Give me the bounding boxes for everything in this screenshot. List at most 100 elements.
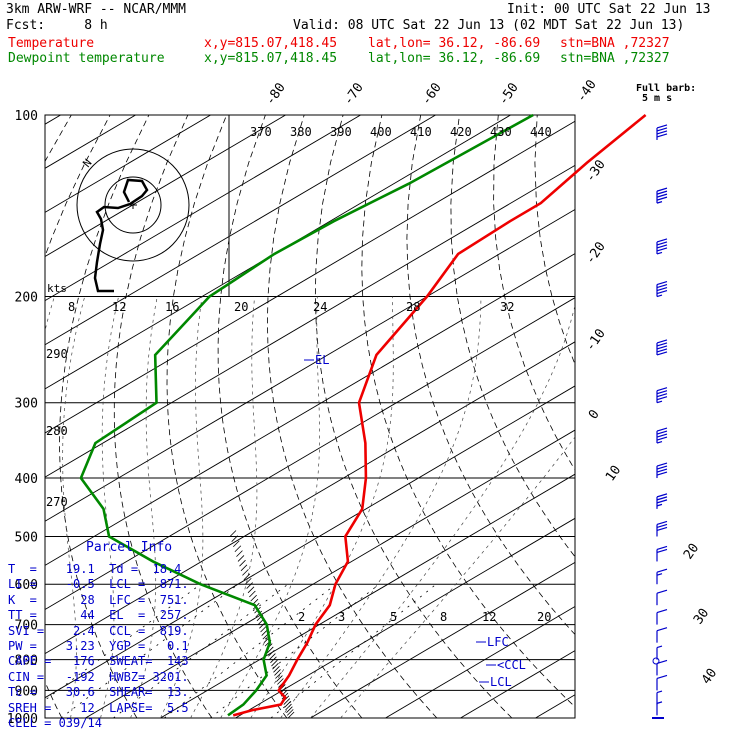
parcel-info-row: Tc = 30.6 SHEAR= 13.	[8, 685, 189, 700]
wind-barb	[656, 493, 668, 509]
barb-half	[656, 201, 663, 204]
barb-flag	[656, 351, 668, 356]
isotherm-line	[45, 253, 575, 566]
moist-adiabat	[62, 296, 86, 718]
pressure-label: 300	[15, 397, 38, 412]
moist-adiabat	[190, 296, 258, 718]
mixing-ratio-line	[60, 583, 239, 718]
mixing-ratio-label: 8	[440, 610, 447, 624]
grid-tick	[286, 706, 293, 713]
dry-adiabat	[314, 115, 513, 718]
dry-adiabat	[406, 115, 575, 636]
dry-adiabats	[45, 115, 740, 718]
wind-barb	[656, 645, 663, 660]
barb-legend-line1: Full barb:	[636, 83, 697, 94]
dewpoint-latlon: lat,lon= 36.12, -86.69	[368, 51, 541, 66]
isotherm-line	[160, 473, 575, 718]
barb-half	[656, 701, 663, 704]
wind-barb	[656, 339, 668, 356]
grid-tick	[231, 535, 238, 542]
barb-flag	[656, 430, 668, 435]
wind-barb	[656, 701, 663, 716]
dry-adiabat	[217, 115, 363, 718]
dry-adiabat	[534, 115, 575, 366]
theta-label: 380	[290, 125, 312, 139]
wind-barb	[656, 589, 668, 606]
grid-tick	[276, 675, 283, 682]
mixing-ratio-label: 2	[298, 610, 305, 624]
parcel-info-title: Parcel Info	[86, 540, 173, 555]
isotherm-label: -80	[263, 80, 289, 108]
level-label: LFC	[487, 635, 509, 649]
barb-flag	[656, 190, 668, 195]
isotherm-line	[85, 429, 575, 718]
dry-adiabat	[731, 115, 740, 718]
isotherm-line	[45, 385, 575, 699]
barb-flag	[656, 244, 668, 249]
barb-flag	[656, 280, 668, 286]
barb-flag	[656, 124, 668, 129]
grid-tick	[277, 678, 284, 685]
barb-flag	[656, 130, 668, 135]
parcel-info-row: T = 19.1 Td = 18.4	[8, 562, 182, 576]
grid-tick	[260, 625, 267, 633]
barb-half	[656, 400, 663, 404]
isotherm-line	[235, 517, 575, 718]
barb-flag	[656, 493, 668, 498]
grid-tick	[283, 698, 291, 705]
pressure-label: 700	[15, 619, 38, 634]
valid-time: Valid: 08 UTC Sat 22 Jun 13 (02 MDT Sat …	[293, 18, 685, 33]
grid-tick	[239, 559, 246, 567]
barb-half	[656, 503, 663, 507]
barb-flag	[656, 433, 668, 438]
parcel-info-row: K = 28 LFC = 751.	[8, 592, 189, 607]
mixing-ratio-label: 20	[234, 300, 248, 314]
wind-barb	[656, 280, 668, 298]
barb-half	[656, 690, 663, 694]
hodograph-trace	[93, 178, 149, 293]
isotherm-line	[385, 606, 575, 718]
grid-tick	[271, 659, 278, 667]
mixing-ratio-label: 12	[482, 610, 496, 624]
wind-barb	[656, 427, 668, 444]
grid-tick	[268, 649, 275, 657]
pressure-label: 100	[15, 109, 38, 124]
parcel-info-row: SREH = 12 LAPSE= 5.5	[8, 700, 189, 715]
theta-label: 400	[370, 125, 392, 139]
temperature-latlon: lat,lon= 36.12, -86.69	[368, 36, 541, 51]
barb-flag	[656, 496, 668, 501]
theta-label: 430	[490, 125, 512, 139]
isotherm-line	[45, 208, 575, 522]
hodograph-ring	[104, 176, 162, 234]
pressure-label: 900	[15, 684, 38, 699]
grid-tick	[272, 662, 279, 670]
dry-adiabat	[692, 115, 740, 718]
barb-half	[656, 440, 663, 444]
barb-flag	[656, 286, 668, 292]
theta-label: 420	[450, 125, 472, 139]
temperature-xy: x,y=815.07,418.45	[204, 36, 338, 51]
mixing-ratio-lines	[45, 583, 437, 718]
moist-adiabat	[250, 296, 394, 718]
barb-flag	[656, 609, 668, 614]
isotherm-label: -40	[574, 77, 600, 105]
temperature-legend: Temperature	[8, 36, 95, 51]
barb-flag	[656, 289, 668, 295]
pressure-label: 800	[15, 654, 38, 669]
wind-barb	[656, 520, 668, 537]
dry-adiabat	[166, 115, 288, 718]
dry-adiabat	[615, 115, 740, 718]
isotherm-label: 20	[681, 541, 702, 562]
grid-tick	[236, 550, 243, 557]
isotherm-label: 10	[603, 463, 624, 484]
mixing-ratio-label: 28	[406, 300, 420, 314]
wind-barb	[656, 124, 668, 140]
theta-label: 370	[250, 125, 272, 139]
mixing-ratio-label: 5	[390, 610, 397, 624]
barb-half	[656, 294, 663, 298]
temperature-profile	[232, 113, 647, 717]
dewpoint-legend: Dewpoint temperature	[8, 51, 165, 66]
temperature-station: stn=BNA ,72327	[560, 36, 670, 51]
barb-flag	[656, 471, 668, 476]
grid-tick	[237, 555, 245, 562]
